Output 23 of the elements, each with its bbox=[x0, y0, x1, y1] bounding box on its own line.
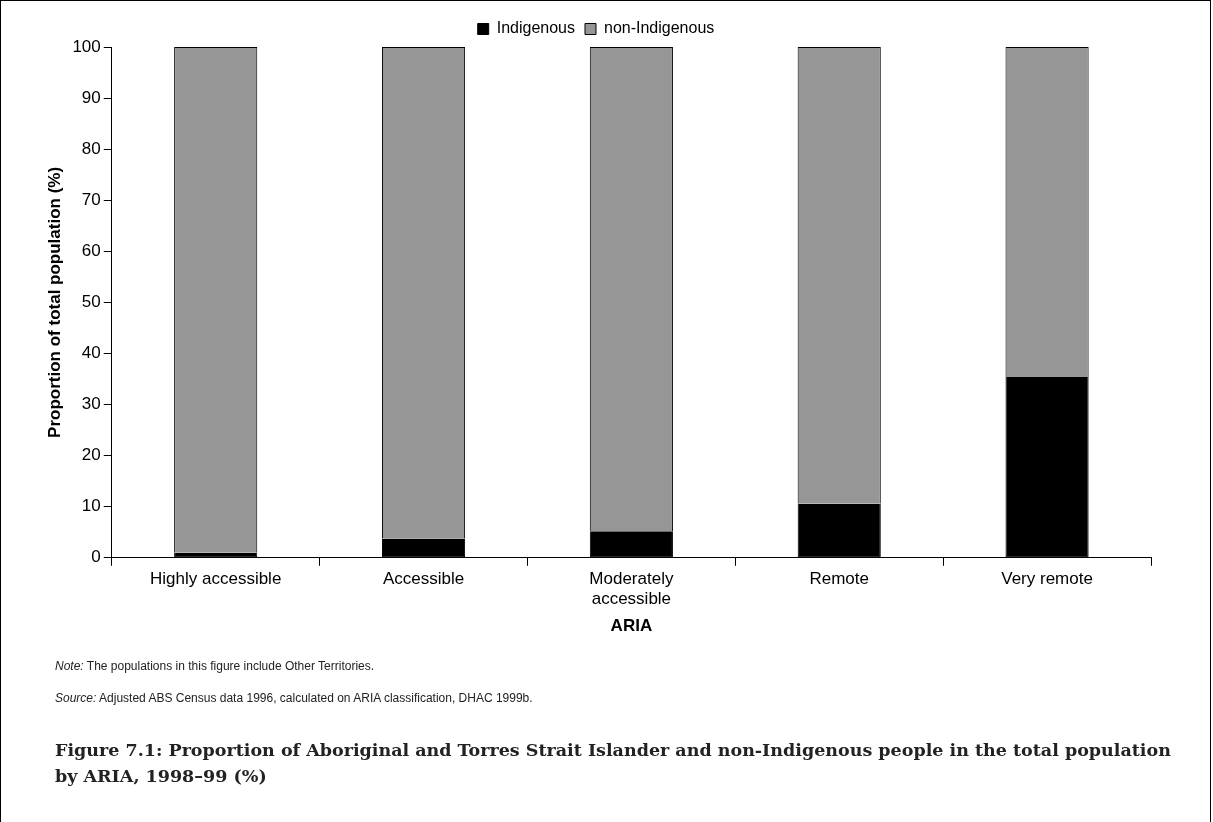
x-axis-title: ARIA bbox=[610, 616, 653, 636]
y-axis-title: Proportion of total population (%) bbox=[44, 166, 64, 438]
y-tick-label: 20 bbox=[81, 445, 101, 465]
x-tick-label: Moderately accessible bbox=[589, 568, 674, 609]
y-tick-label: 30 bbox=[81, 394, 101, 414]
legend-label: Indigenous bbox=[496, 19, 575, 37]
y-tick-label: 80 bbox=[81, 138, 101, 158]
text: Figure 7.1: Proportion of Aboriginal and Torres Strait Islander and non-Indigenous people in the total population by ARIA, 1998–99 (%) bbox=[55, 739, 1172, 788]
y-tick-label: 10 bbox=[81, 496, 101, 516]
x-tick-label: Remote bbox=[809, 568, 869, 588]
y-tick-label: 60 bbox=[81, 241, 101, 261]
x-tick-label: Very remote bbox=[1001, 568, 1093, 588]
source-note: Source: Adjusted ABS Census data 1996, calculated on ARIA classification, DHAC 1999b. bbox=[55, 691, 533, 705]
y-tick-label: 100 bbox=[72, 36, 101, 56]
x-tick-label: Accessible bbox=[382, 568, 465, 588]
legend-label: non-Indigenous bbox=[603, 19, 715, 37]
y-tick-label: 70 bbox=[81, 189, 101, 209]
x-tick-label: Highly accessible bbox=[150, 568, 282, 588]
y-tick-label: 90 bbox=[81, 87, 101, 107]
y-tick-label: 50 bbox=[81, 292, 101, 312]
y-tick-label: 40 bbox=[81, 343, 101, 363]
y-tick-label: 0 bbox=[91, 547, 101, 567]
text: Note: The populations in this figure include Other Territories. bbox=[55, 659, 376, 673]
